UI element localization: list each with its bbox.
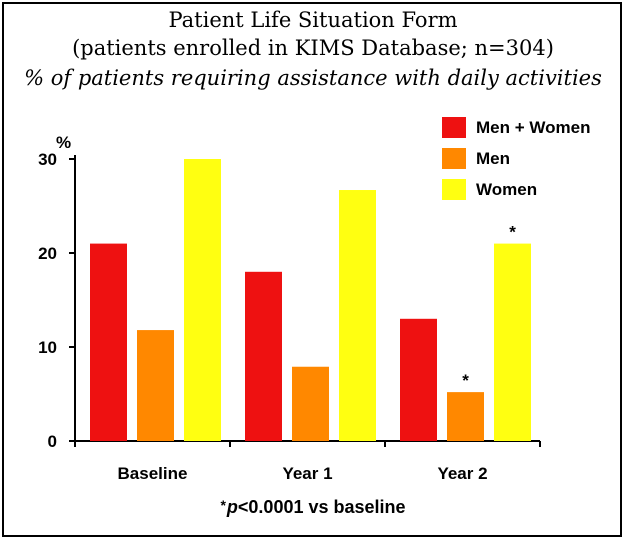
y-tick-label: 20 <box>38 244 57 263</box>
legend-item-men-women: Men + Women <box>442 112 590 143</box>
x-tick-label: Year 1 <box>282 464 332 483</box>
bar-women-baseline <box>184 159 221 441</box>
bar-men-women-year-2 <box>400 318 437 441</box>
bar-men-baseline <box>137 330 174 441</box>
legend-item-women: Women <box>442 174 590 205</box>
legend-label-men-women: Men + Women <box>476 117 591 137</box>
bars <box>90 159 531 441</box>
y-tick-label: 0 <box>48 432 57 451</box>
bar-women-year-1 <box>339 190 376 441</box>
y-tick-label: 30 <box>38 150 57 169</box>
legend-item-men: Men <box>442 143 590 174</box>
footnote-star: * <box>220 497 226 513</box>
chart-subtitle-italic: % of patients requiring assistance with … <box>24 66 602 90</box>
legend-swatch-women <box>442 179 466 200</box>
legend-swatch-men-women <box>442 117 466 138</box>
chart-subtitle: (patients enrolled in KIMS Database; n=3… <box>72 36 554 60</box>
legend-label-men: Men <box>476 148 510 168</box>
bar-men-year-2 <box>447 392 484 441</box>
y-tick-label: 10 <box>38 338 57 357</box>
legend: Men + Women Men Women <box>442 112 590 205</box>
bar-men-women-baseline <box>90 243 127 441</box>
x-tick-label: Year 2 <box>437 464 487 483</box>
footnote-text: <0.0001 vs baseline <box>237 497 406 517</box>
labels: 0 10 20 30% Baseline Year 1 * * Year 2 <box>38 133 516 483</box>
significance-marker: * <box>462 371 469 390</box>
significance-marker: * <box>509 223 516 242</box>
x-tick-label: Baseline <box>118 464 188 483</box>
footnote-p: p <box>226 497 238 517</box>
bar-men-women-year-1 <box>245 271 282 441</box>
footnote: *p<0.0001 vs baseline <box>0 497 626 518</box>
legend-label-women: Women <box>476 179 538 199</box>
legend-swatch-men <box>442 148 466 169</box>
chart-title: Patient Life Situation Form <box>168 8 458 32</box>
bar-women-year-2 <box>494 243 531 441</box>
bar-men-year-1 <box>292 366 329 441</box>
y-axis-label: % <box>56 133 71 152</box>
